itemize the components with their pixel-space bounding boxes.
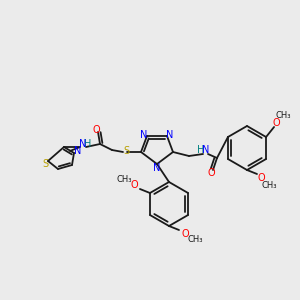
Text: CH₃: CH₃ <box>187 236 203 244</box>
Text: N: N <box>74 146 82 156</box>
Text: O: O <box>272 118 280 128</box>
Text: CH₃: CH₃ <box>275 110 291 119</box>
Text: N: N <box>202 145 210 155</box>
Text: N: N <box>140 130 148 140</box>
Text: O: O <box>207 168 215 178</box>
Text: CH₃: CH₃ <box>116 175 132 184</box>
Text: O: O <box>130 180 138 190</box>
Text: CH₃: CH₃ <box>261 181 277 190</box>
Text: S: S <box>123 146 129 156</box>
Text: O: O <box>257 173 265 183</box>
Text: N: N <box>153 163 161 173</box>
Text: S: S <box>42 159 48 169</box>
Text: O: O <box>92 125 100 135</box>
Text: N: N <box>79 139 87 149</box>
Text: H: H <box>197 145 205 155</box>
Text: H: H <box>84 139 92 149</box>
Text: N: N <box>166 130 174 140</box>
Text: O: O <box>181 229 189 239</box>
